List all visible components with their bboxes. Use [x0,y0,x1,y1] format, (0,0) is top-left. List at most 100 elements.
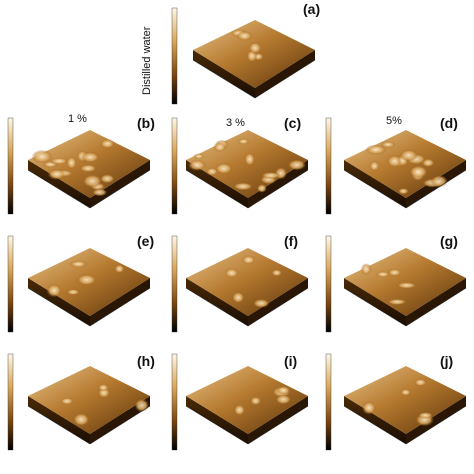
panel-label: (h) [137,353,155,369]
axis-line [343,405,407,445]
surface-side [248,278,308,326]
panel-label: (j) [440,353,453,369]
panel-label: (f) [284,233,298,249]
axis-line [192,59,256,99]
colorbar [7,353,14,451]
surface-feature [60,397,74,405]
colorbar [325,235,332,333]
surface-side [28,278,90,326]
surface-feature [193,153,205,160]
surface-feature [72,412,90,427]
surface-side [406,278,466,326]
surface-side [28,160,90,208]
surface-feature [417,411,434,419]
surface-feature [82,174,103,188]
surface-feature [396,281,417,289]
panel-caption: 3 % [226,117,245,129]
axis-line [185,287,249,327]
surface-feature [386,298,408,305]
axis-line [247,169,309,209]
panel-label: (g) [440,233,458,249]
surface-feature [91,188,108,197]
axis-line [247,287,309,327]
panel-label: (i) [284,353,297,369]
surface-feature [256,183,267,193]
axis-line [254,59,316,99]
surface-feature [375,271,391,278]
axis-line [89,405,151,445]
surface [28,366,150,434]
colorbar [171,117,178,215]
surface [28,130,150,198]
surface-feature [276,385,291,395]
surface-feature [380,141,396,148]
surface-feature [213,142,227,153]
surface-feature [233,404,246,416]
surface [344,366,466,434]
surface [186,366,308,434]
surface-feature [99,138,115,149]
colorbar [171,7,178,105]
surface-feature [66,288,81,296]
colorbar [7,117,14,215]
surface [186,248,308,316]
axis-line [27,169,91,209]
surface-feature [252,298,270,308]
colorbar [171,353,178,451]
surface-side [186,396,248,444]
surface-side [344,160,406,208]
surface-feature [46,283,62,298]
surface-side [406,396,466,444]
surface-side [193,50,255,98]
surface-feature [249,396,262,406]
surface-side [90,160,150,208]
surface-feature [80,151,100,163]
surface-feature [287,159,307,171]
surface-side [28,396,90,444]
surface-side [248,160,308,208]
surface-feature [365,144,387,155]
panel-label: (a) [303,1,320,17]
surface-side [248,396,308,444]
surface-feature [66,156,77,170]
panel-label: (e) [137,233,154,249]
surface-feature [214,162,233,175]
surface-side [186,160,248,208]
axis-line [405,169,467,209]
panel-label: (c) [284,115,301,131]
panel-label: (d) [440,115,458,131]
surface-feature [244,152,256,167]
axis-line [185,169,249,209]
surface-feature [430,174,448,188]
surface-feature [97,383,109,392]
axis-line [27,405,91,445]
surface-feature [361,400,377,415]
axis-line [247,405,309,445]
axis-line [343,169,407,209]
surface-feature [413,378,427,387]
axis-line [185,405,249,445]
surface-side [186,278,248,326]
surface-feature [231,291,245,304]
axis-line [405,405,467,445]
surface-feature [248,41,262,55]
surface-feature [224,267,240,279]
surface-feature [76,273,97,286]
axis-line [89,169,151,209]
axis-line [405,287,467,327]
surface-feature [79,164,98,173]
surface-feature [49,157,69,165]
colorbar [325,353,332,451]
axis-line [89,287,151,327]
surface-feature [99,173,115,184]
panel-caption: 5% [386,115,402,127]
surface-feature [387,268,402,277]
surface-feature [400,388,412,396]
surface-feature [369,160,380,172]
axis-line [343,287,407,327]
surface-feature [241,255,256,265]
surface-feature [236,30,253,41]
surface-feature [114,264,125,274]
colorbar [171,235,178,333]
